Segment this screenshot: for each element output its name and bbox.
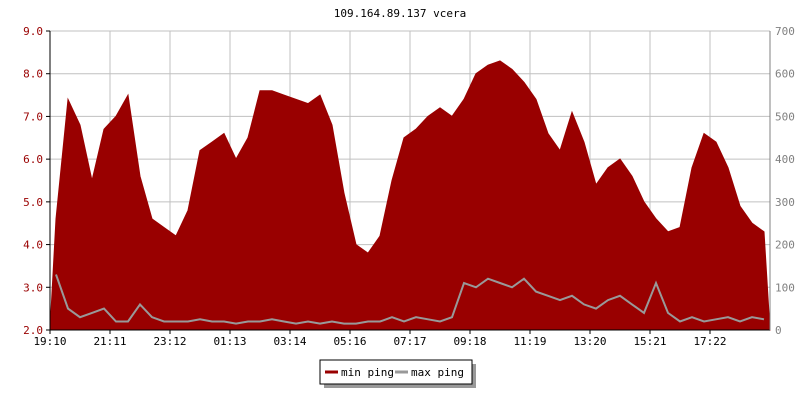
x-tick-label: 01:13 <box>213 335 246 348</box>
tick-labels: 2.0 3.0 4.0 5.0 6.0 7.0 8.0 9.0 0 100 200 300 400 500… <box>23 25 795 348</box>
series-line-max-ping <box>55 274 765 325</box>
legend-label-max-ping: max ping <box>411 366 464 379</box>
y-left-tick-label: 4.0 <box>23 239 43 252</box>
legend-label-min-ping: min ping <box>341 366 394 379</box>
x-tick-label: 21:11 <box>93 335 126 348</box>
y-right-tick-label: 500 <box>775 110 795 123</box>
y-left-tick-label: 6.0 <box>23 153 43 166</box>
series-area-min-ping <box>49 60 771 331</box>
x-tick-label: 19:10 <box>33 335 66 348</box>
y-left-tick-label: 3.0 <box>23 281 43 294</box>
y-right-tick-label: 300 <box>775 196 795 209</box>
y-right-tick-label: 400 <box>775 153 795 166</box>
y-right-tick-label: 600 <box>775 68 795 81</box>
axes <box>46 30 771 334</box>
y-right-tick-label: 700 <box>775 25 795 38</box>
y-left-tick-label: 8.0 <box>23 68 43 81</box>
y-left-tick-label: 9.0 <box>23 25 43 38</box>
x-tick-label: 11:19 <box>513 335 546 348</box>
x-tick-label: 15:21 <box>633 335 666 348</box>
y-left-tick-label: 2.0 <box>23 324 43 337</box>
series-areas <box>49 60 771 331</box>
x-tick-label: 23:12 <box>153 335 186 348</box>
y-right-tick-label: 200 <box>775 239 795 252</box>
x-tick-label: 09:18 <box>453 335 486 348</box>
x-tick-label: 17:22 <box>693 335 726 348</box>
y-left-tick-label: 7.0 <box>23 110 43 123</box>
y-left-tick-label: 5.0 <box>23 196 43 209</box>
x-tick-label: 03:14 <box>273 335 306 348</box>
y-right-tick-label: 100 <box>775 281 795 294</box>
legend: min ping max ping <box>319 359 476 388</box>
x-tick-label: 05:16 <box>333 335 366 348</box>
y-right-tick-label: 0 <box>775 324 782 337</box>
chart-title: 109.164.89.137 vcera <box>334 7 466 20</box>
x-tick-label: 07:17 <box>393 335 426 348</box>
x-tick-label: 13:20 <box>573 335 606 348</box>
